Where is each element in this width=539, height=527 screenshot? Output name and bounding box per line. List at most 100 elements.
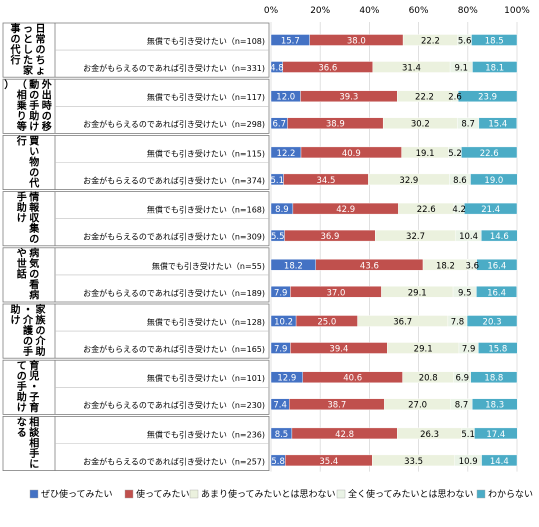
data-label: 43.6 xyxy=(360,261,379,271)
row-label: お金がもらえるのであれば引き受けたい（n=257) xyxy=(83,456,265,466)
data-label: 12.9 xyxy=(277,374,296,384)
data-label: 10.2 xyxy=(274,318,293,328)
data-label: 8.6 xyxy=(453,176,467,186)
data-label: 36.7 xyxy=(393,318,412,328)
legend: ぜひ使ってみたい 使ってみたい あまり使ってみたいとは思わない 全く使ってみたいとは思… xyxy=(29,488,533,500)
bars xyxy=(270,34,518,467)
data-label: 30.2 xyxy=(411,120,430,130)
data-label: 23.9 xyxy=(478,93,497,103)
data-label: 22.6 xyxy=(480,149,499,159)
data-label: 3.6 xyxy=(465,261,479,271)
row-label: お金がもらえるのであれば引き受けたい（n=165) xyxy=(83,344,265,354)
data-label: 18.2 xyxy=(436,261,455,271)
data-label: 10.9 xyxy=(459,457,478,467)
bar-segment xyxy=(464,202,518,215)
data-label: 22.2 xyxy=(421,37,440,47)
row-label: 無償でも引き受けたい（n=117) xyxy=(147,92,265,102)
row-label: 無償でも引き受けたい（n=236) xyxy=(147,429,265,439)
data-label: 42.8 xyxy=(335,430,354,440)
data-label: 38.7 xyxy=(327,401,346,411)
data-label: 39.3 xyxy=(339,93,358,103)
bar-segment xyxy=(481,229,518,242)
data-label: 36.9 xyxy=(320,232,339,242)
data-label: 12.2 xyxy=(277,149,296,159)
x-tick-label: 20% xyxy=(310,6,330,16)
data-label: 38.9 xyxy=(326,120,345,130)
legend-label: ぜひ使ってみたい xyxy=(41,488,113,500)
data-label: 19.1 xyxy=(416,149,435,159)
data-label: 32.7 xyxy=(406,232,425,242)
data-label: 5.5 xyxy=(271,232,285,242)
data-label: 5.6 xyxy=(458,37,472,47)
data-label: 5.1 xyxy=(271,176,285,186)
bar-segment xyxy=(472,61,518,73)
group-label: 日常のちょっとした家事の代行 xyxy=(10,22,46,77)
legend-swatch xyxy=(29,489,39,499)
data-label: 18.2 xyxy=(284,261,303,271)
data-label: 5.2 xyxy=(448,149,462,159)
data-label: 5.1 xyxy=(461,430,475,440)
bar-segment xyxy=(478,342,518,354)
legend-label: 使ってみたい xyxy=(136,488,190,500)
row-label: お金がもらえるのであれば引き受けたい（n=230) xyxy=(83,400,265,410)
data-label: 9.1 xyxy=(455,64,469,74)
group-label: 家族の介助・介護の手助け xyxy=(11,303,47,358)
data-label: 29.1 xyxy=(408,288,427,298)
bar-segment xyxy=(476,286,517,298)
row-label: 無償でも引き受けたい（n=108) xyxy=(147,36,265,46)
legend-label: あまり使ってみたいとは思わない xyxy=(201,488,336,500)
data-label: 25.0 xyxy=(317,318,336,328)
data-label: 7.8 xyxy=(451,318,465,328)
row-label: お金がもらえるのであれば引き受けたい（n=309) xyxy=(83,232,265,242)
data-label: 4.8 xyxy=(270,64,284,74)
data-label: 14.4 xyxy=(490,457,509,467)
bar-segment xyxy=(470,371,518,383)
data-label: 8.5 xyxy=(275,430,289,440)
data-label: 12.0 xyxy=(276,93,295,103)
bar-segment xyxy=(472,398,518,410)
data-label: 18.5 xyxy=(485,37,504,47)
bar-segment xyxy=(474,427,518,440)
data-label: 20.8 xyxy=(419,374,438,384)
data-label: 22.6 xyxy=(417,205,436,215)
data-label: 26.3 xyxy=(420,430,439,440)
data-label: 16.4 xyxy=(487,261,506,271)
legend-label: 全く使ってみたいとは思わない xyxy=(348,488,474,500)
data-label: 9.5 xyxy=(458,288,472,298)
legend-label: わからない xyxy=(488,489,533,500)
data-label: 39.4 xyxy=(329,345,348,355)
bar-segment xyxy=(470,173,518,186)
data-label: 18.1 xyxy=(485,64,504,74)
data-label: 7.9 xyxy=(274,288,288,298)
bar-segment xyxy=(471,34,518,46)
x-tick-label: 0% xyxy=(264,6,279,16)
bar-segment xyxy=(481,454,518,467)
group-backgrounds xyxy=(2,22,270,471)
data-label: 7.9 xyxy=(462,345,476,355)
data-label: 10.4 xyxy=(459,232,478,242)
data-label: 15.7 xyxy=(281,37,300,47)
data-label: 29.1 xyxy=(414,345,433,355)
group-label: 相談相手になる xyxy=(17,415,41,470)
group-label: 買い物の代行 xyxy=(16,134,40,189)
row-label: 無償でも引き受けたい（n=168) xyxy=(147,205,265,215)
labels: 日常のちょっとした家事の代行外出時の移動の手助け（相乗り等）買い物の代行情報収集… xyxy=(4,6,530,470)
data-label: 19.0 xyxy=(484,176,503,186)
bar-segment xyxy=(478,117,517,129)
x-tick-label: 80% xyxy=(458,6,478,16)
legend-swatch xyxy=(124,489,134,499)
data-label: 42.9 xyxy=(336,205,355,215)
data-label: 31.4 xyxy=(402,64,421,74)
data-label: 20.3 xyxy=(483,318,502,328)
row-label: 無償でも引き受けたい（n=128) xyxy=(147,317,265,327)
data-label: 18.3 xyxy=(485,401,504,411)
data-label: 18.8 xyxy=(484,374,503,384)
data-label: 33.5 xyxy=(404,457,423,467)
data-label: 8.9 xyxy=(275,205,289,215)
data-label: 16.4 xyxy=(487,288,506,298)
data-label: 32.9 xyxy=(399,176,418,186)
x-tick-label: 40% xyxy=(359,6,379,16)
data-label: 34.5 xyxy=(317,176,336,186)
data-label: 5.8 xyxy=(271,457,285,467)
row-label: 無償でも引き受けたい（n=101) xyxy=(147,373,265,383)
